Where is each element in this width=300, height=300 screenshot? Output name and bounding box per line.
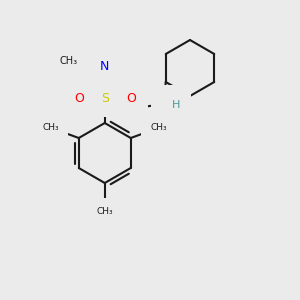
Text: H: H	[172, 100, 180, 110]
Text: CH₃: CH₃	[150, 122, 167, 131]
Text: O: O	[74, 92, 84, 104]
Text: N: N	[100, 59, 110, 73]
Text: CH₃: CH₃	[96, 208, 113, 217]
Text: O: O	[119, 79, 129, 92]
Text: CH₃: CH₃	[60, 56, 78, 66]
Text: O: O	[126, 92, 136, 104]
Text: S: S	[101, 92, 109, 104]
Text: N: N	[163, 98, 172, 110]
Text: CH₃: CH₃	[43, 122, 59, 131]
